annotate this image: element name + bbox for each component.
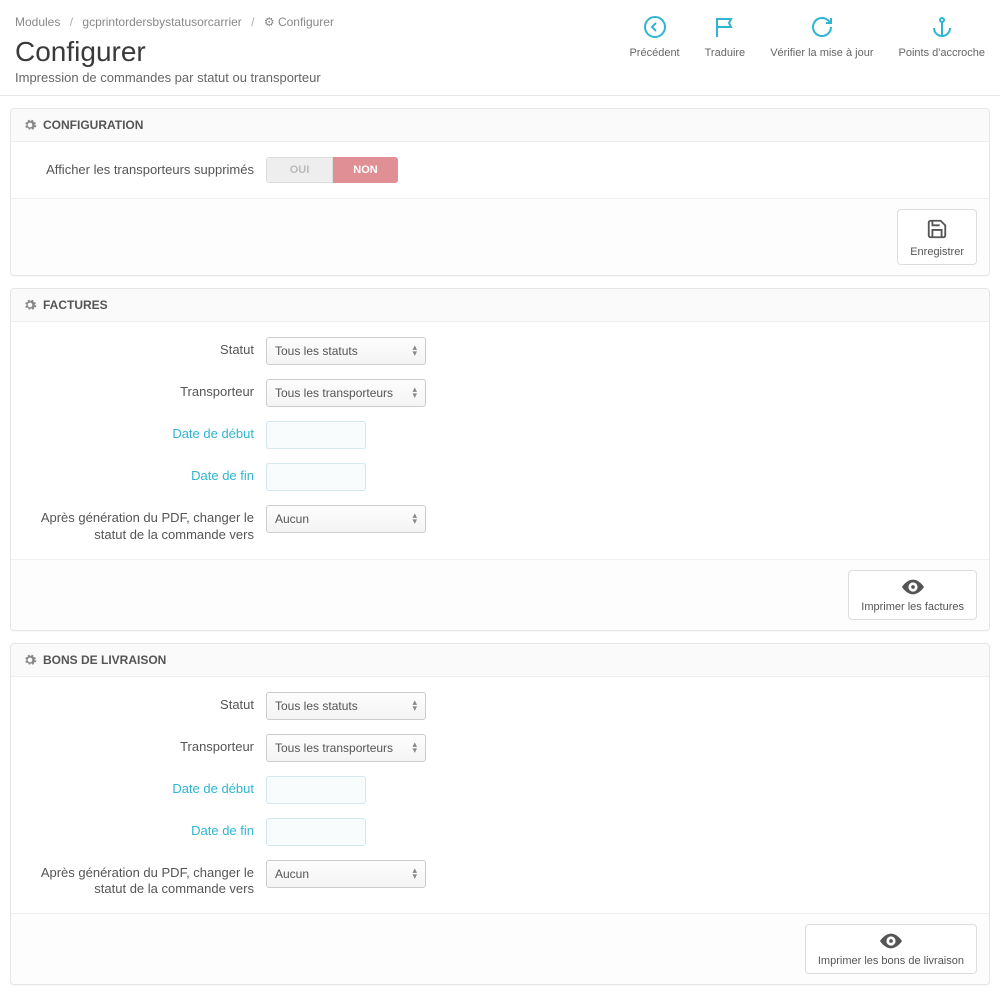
show-deleted-carriers-label: Afficher les transporteurs supprimés — [26, 157, 266, 177]
show-deleted-carriers-toggle[interactable]: OUI NON — [266, 157, 398, 183]
toolbar: Précédent Traduire Vérifier la mise à jo… — [629, 15, 985, 59]
hooks-button[interactable]: Points d'accroche — [899, 15, 985, 59]
invoices-carrier-select[interactable]: Tous les transporteurs▴▾ — [266, 379, 426, 407]
check-update-button[interactable]: Vérifier la mise à jour — [770, 15, 873, 59]
breadcrumb-module-name[interactable]: gcprintordersbystatusorcarrier — [82, 15, 241, 29]
delivery-date-start-input[interactable] — [266, 776, 366, 804]
breadcrumb-modules[interactable]: Modules — [15, 15, 60, 29]
configuration-panel: CONFIGURATION Afficher les transporteurs… — [10, 108, 990, 276]
invoices-after-pdf-label: Après génération du PDF, changer le stat… — [26, 505, 266, 544]
invoices-date-end-input[interactable] — [266, 463, 366, 491]
save-icon — [926, 218, 948, 240]
gears-icon — [23, 118, 37, 132]
delivery-date-end-input[interactable] — [266, 818, 366, 846]
delivery-status-label: Statut — [26, 692, 266, 712]
toggle-yes[interactable]: OUI — [266, 157, 333, 183]
delivery-date-start-label: Date de début — [26, 776, 266, 796]
invoices-panel: FACTURES Statut Tous les statuts▴▾ Trans… — [10, 288, 990, 631]
print-invoices-button[interactable]: Imprimer les factures — [848, 570, 977, 620]
flag-icon — [713, 15, 737, 39]
invoices-date-start-label: Date de début — [26, 421, 266, 441]
page-title: Configurer — [15, 37, 334, 68]
page-subtitle: Impression de commandes par statut ou tr… — [15, 70, 334, 85]
delivery-heading: BONS DE LIVRAISON — [11, 644, 989, 677]
delivery-after-pdf-select[interactable]: Aucun▴▾ — [266, 860, 426, 888]
invoices-status-label: Statut — [26, 337, 266, 357]
delivery-panel: BONS DE LIVRAISON Statut Tous les statut… — [10, 643, 990, 986]
back-button[interactable]: Précédent — [629, 15, 679, 59]
gears-icon — [23, 298, 37, 312]
delivery-carrier-select[interactable]: Tous les transporteurs▴▾ — [266, 734, 426, 762]
delivery-date-end-label: Date de fin — [26, 818, 266, 838]
configuration-heading: CONFIGURATION — [11, 109, 989, 142]
invoices-heading: FACTURES — [11, 289, 989, 322]
invoices-carrier-label: Transporteur — [26, 379, 266, 399]
invoices-after-pdf-select[interactable]: Aucun▴▾ — [266, 505, 426, 533]
eye-icon — [880, 933, 902, 949]
breadcrumb: Modules / gcprintordersbystatusorcarrier… — [15, 15, 334, 29]
arrow-left-icon — [643, 15, 667, 39]
delivery-after-pdf-label: Après génération du PDF, changer le stat… — [26, 860, 266, 899]
gears-icon — [23, 653, 37, 667]
invoices-date-end-label: Date de fin — [26, 463, 266, 483]
delivery-carrier-label: Transporteur — [26, 734, 266, 754]
eye-icon — [902, 579, 924, 595]
toggle-no[interactable]: NON — [333, 157, 398, 183]
save-button[interactable]: Enregistrer — [897, 209, 977, 265]
delivery-status-select[interactable]: Tous les statuts▴▾ — [266, 692, 426, 720]
breadcrumb-current: Configurer — [278, 15, 334, 29]
translate-button[interactable]: Traduire — [705, 15, 746, 59]
invoices-date-start-input[interactable] — [266, 421, 366, 449]
print-delivery-button[interactable]: Imprimer les bons de livraison — [805, 924, 977, 974]
anchor-icon — [930, 15, 954, 39]
invoices-status-select[interactable]: Tous les statuts▴▾ — [266, 337, 426, 365]
refresh-icon — [810, 15, 834, 39]
page-header: Modules / gcprintordersbystatusorcarrier… — [0, 0, 1000, 96]
